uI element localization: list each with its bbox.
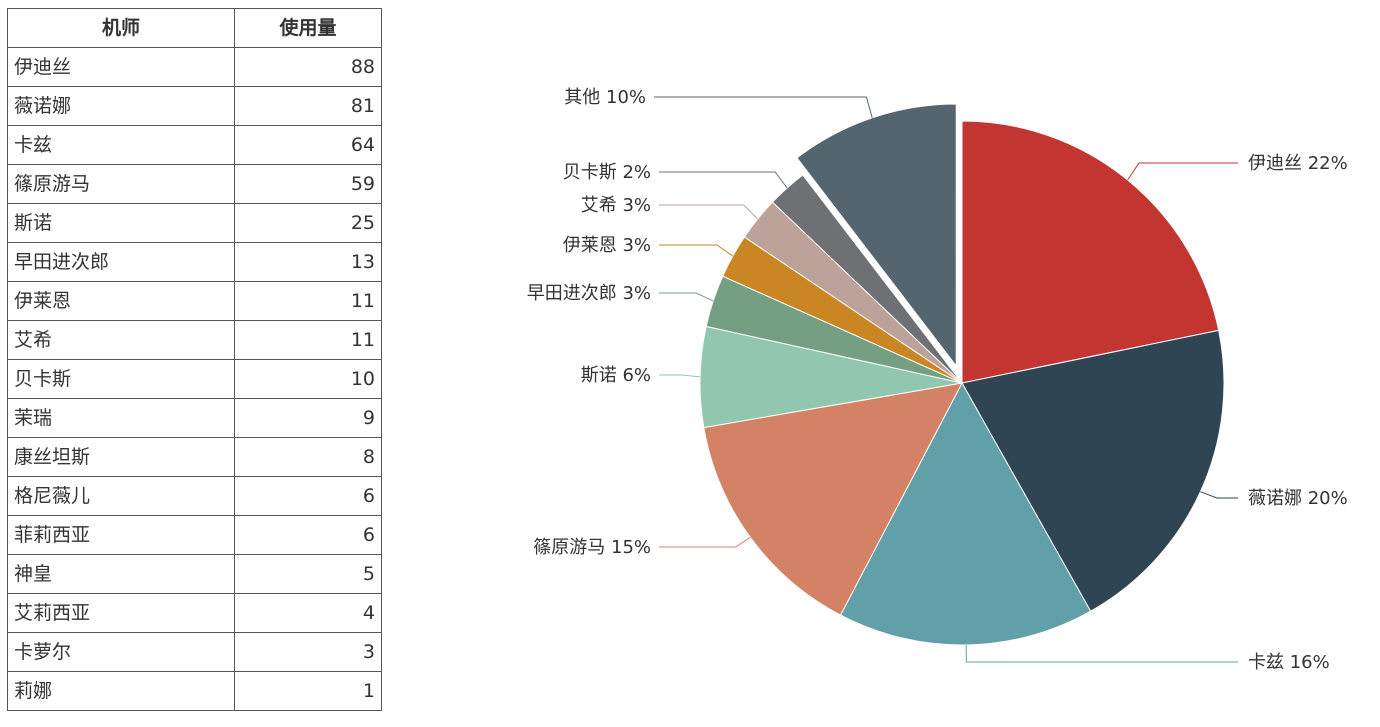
usage-value-cell: 10 — [234, 359, 382, 399]
usage-value-cell: 64 — [234, 125, 382, 165]
slice-label: 篠原游马 15% — [533, 537, 651, 558]
usage-table-container: 机师 使用量 伊迪丝 88 薇诺娜 81 卡兹 64 篠原游马 59 斯诺 25 早田进次郎 13 伊莱… — [7, 8, 382, 711]
pilot-name-cell: 卡萝尔 — [7, 632, 235, 672]
usage-value-cell: 5 — [234, 554, 382, 594]
column-header-pilot: 机师 — [7, 8, 235, 48]
pilot-name-cell: 卡兹 — [7, 125, 235, 165]
table-row: 伊莱恩 11 — [7, 281, 382, 321]
label-leader-line — [659, 292, 714, 302]
slice-label: 伊莱恩 3% — [563, 235, 651, 256]
column-header-usage: 使用量 — [234, 8, 382, 48]
label-leader-line — [1200, 491, 1238, 499]
usage-value-cell: 6 — [234, 515, 382, 555]
slice-label: 贝卡斯 2% — [563, 162, 651, 183]
slice-label: 伊迪丝 22% — [1248, 153, 1348, 174]
table-row: 艾希 11 — [7, 320, 382, 360]
pie-slice[interactable] — [961, 329, 1225, 612]
label-leader-line — [1127, 162, 1238, 181]
pilot-name-cell: 艾莉西亚 — [7, 593, 235, 633]
pie-slice[interactable] — [961, 120, 1220, 384]
usage-value-cell: 25 — [234, 203, 382, 243]
table-row: 早田进次郎 13 — [7, 242, 382, 282]
pilot-name-cell: 伊莱恩 — [7, 281, 235, 321]
label-leader-line — [654, 96, 873, 118]
usage-value-cell: 81 — [234, 86, 382, 126]
table-row: 艾莉西亚 4 — [7, 593, 382, 633]
table-row: 格尼薇儿 6 — [7, 476, 382, 516]
usage-value-cell: 59 — [234, 164, 382, 204]
table-row: 伊迪丝 88 — [7, 47, 382, 87]
usage-value-cell: 8 — [234, 437, 382, 477]
pilot-name-cell: 菲莉西亚 — [7, 515, 235, 555]
label-leader-line — [659, 244, 734, 257]
pilot-name-cell: 篠原游马 — [7, 164, 235, 204]
usage-value-cell: 6 — [234, 476, 382, 516]
pie-slice[interactable] — [771, 174, 963, 384]
pilot-name-cell: 格尼薇儿 — [7, 476, 235, 516]
table-row: 斯诺 25 — [7, 203, 382, 243]
label-leader-line — [965, 644, 1238, 663]
slice-label: 早田进次郎 3% — [527, 283, 651, 304]
pilot-name-cell: 艾希 — [7, 320, 235, 360]
slice-label: 卡兹 16% — [1248, 652, 1330, 673]
table-body: 伊迪丝 88 薇诺娜 81 卡兹 64 篠原游马 59 斯诺 25 早田进次郎 13 伊莱恩 11 艾希 11… — [7, 47, 382, 711]
usage-value-cell: 13 — [234, 242, 382, 282]
usage-value-cell: 1 — [234, 671, 382, 711]
slice-label: 艾希 3% — [581, 195, 651, 216]
label-leader-line — [659, 171, 788, 189]
table-row: 卡兹 64 — [7, 125, 382, 165]
pilot-name-cell: 茉瑞 — [7, 398, 235, 438]
table-row: 茉瑞 9 — [7, 398, 382, 438]
pilot-name-cell: 斯诺 — [7, 203, 235, 243]
pilot-name-cell: 早田进次郎 — [7, 242, 235, 282]
table-row: 莉娜 1 — [7, 671, 382, 711]
usage-value-cell: 88 — [234, 47, 382, 87]
usage-value-cell: 4 — [234, 593, 382, 633]
slice-label: 薇诺娜 20% — [1248, 488, 1348, 509]
table-row: 卡萝尔 3 — [7, 632, 382, 672]
pie-slice[interactable] — [839, 381, 1092, 646]
usage-value-cell: 11 — [234, 281, 382, 321]
table-row: 神皇 5 — [7, 554, 382, 594]
pie-slice[interactable] — [796, 103, 957, 368]
table-row: 篠原游马 59 — [7, 164, 382, 204]
table-header-row: 机师 使用量 — [7, 8, 382, 48]
label-leader-line — [659, 536, 751, 548]
label-leader-line — [659, 374, 701, 378]
slice-label: 其他 10% — [564, 87, 646, 108]
table-row: 康丝坦斯 8 — [7, 437, 382, 477]
pilot-name-cell: 莉娜 — [7, 671, 235, 711]
slice-label: 斯诺 6% — [581, 365, 651, 386]
label-leader-line — [659, 204, 759, 220]
usage-table: 机师 使用量 伊迪丝 88 薇诺娜 81 卡兹 64 篠原游马 59 斯诺 25 早田进次郎 13 伊莱… — [7, 8, 382, 711]
table-row: 薇诺娜 81 — [7, 86, 382, 126]
table-row: 菲莉西亚 6 — [7, 515, 382, 555]
